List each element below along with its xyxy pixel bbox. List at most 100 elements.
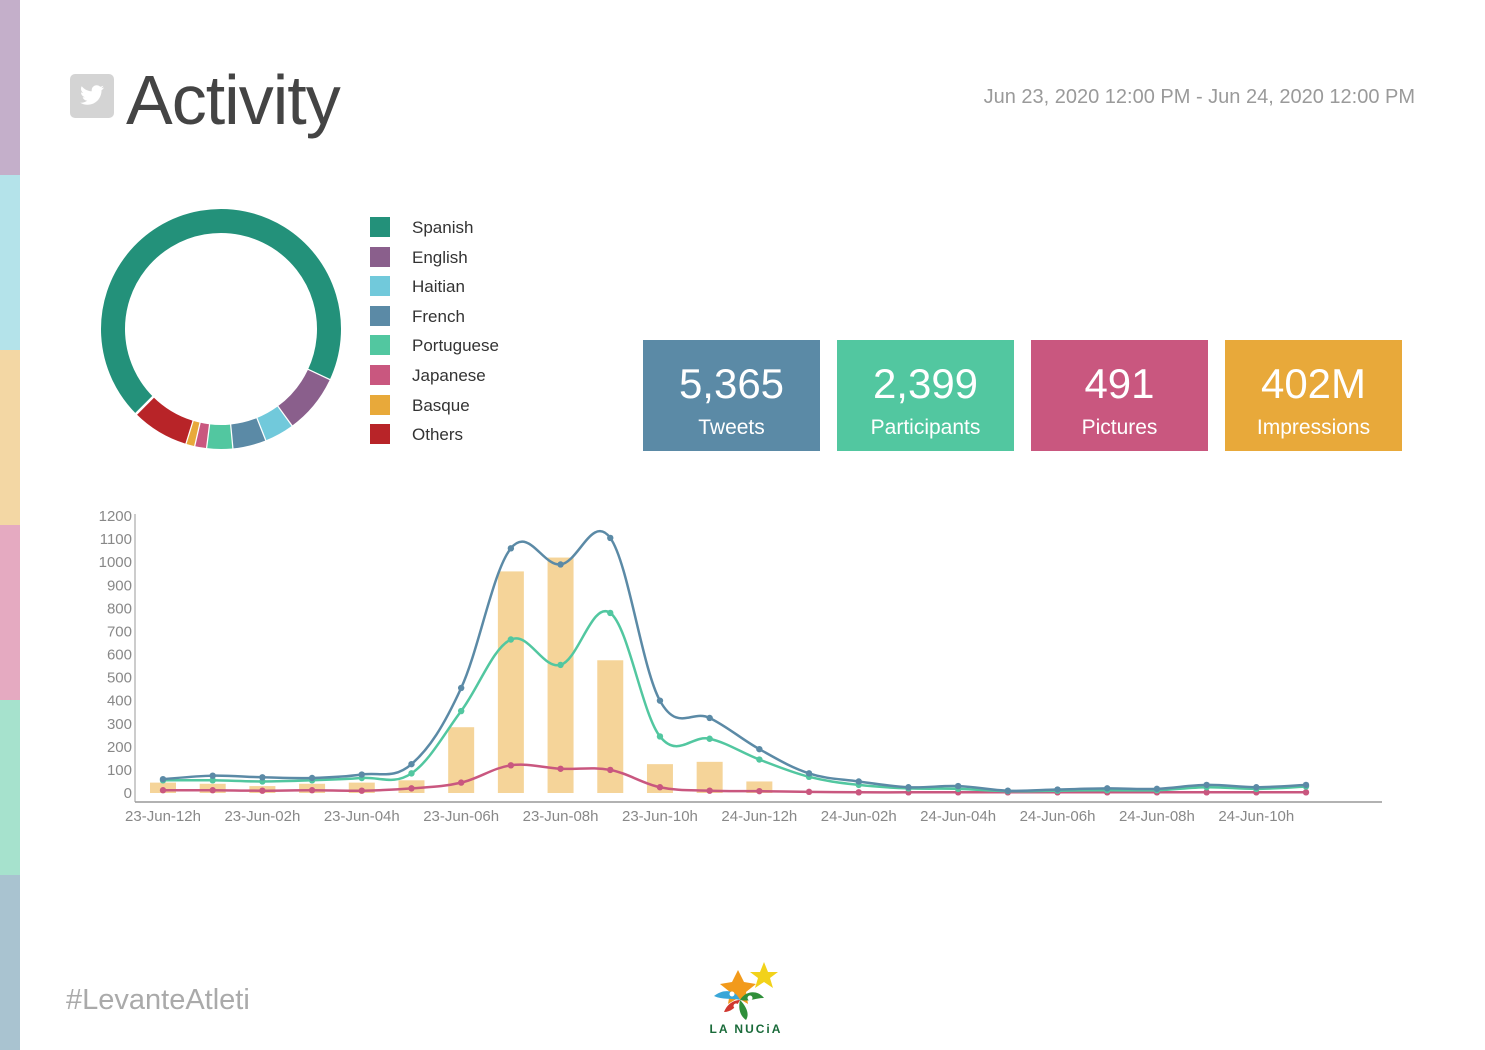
side-stripe-band (0, 875, 20, 1050)
donut-slice-french (229, 418, 266, 449)
x-tick-label: 24-Jun-02h (821, 808, 897, 825)
logo-mark-icon (714, 962, 778, 1020)
x-tick-label: 23-Jun-04h (324, 808, 400, 825)
x-tick-label: 23-Jun-02h (224, 808, 300, 825)
legend-swatch (370, 305, 390, 326)
legend-swatch (370, 217, 390, 237)
stat-value: 491 (1084, 360, 1155, 407)
x-tick-label: 24-Jun-10h (1218, 808, 1294, 825)
series-point (1203, 781, 1210, 789)
donut-slice-english (277, 369, 330, 427)
series-point (1104, 785, 1111, 792)
series-point (557, 661, 564, 669)
series-point (507, 636, 515, 643)
series-point (408, 785, 415, 792)
series-point (159, 775, 167, 783)
series-point (1203, 789, 1210, 796)
series-point (855, 778, 862, 785)
stat-value: 402M (1260, 360, 1367, 407)
series-line-2 (162, 763, 1306, 794)
series-point (756, 745, 763, 753)
donut-slice-japanese (194, 422, 210, 449)
series-point (855, 789, 862, 796)
series-point (358, 787, 365, 794)
series-line-0 (162, 529, 1307, 793)
stat-label: Impressions (1256, 416, 1371, 439)
side-stripe-band (0, 350, 20, 525)
series-point (507, 762, 515, 769)
series-point (408, 760, 415, 768)
legend-label: Haitian (412, 277, 465, 297)
y-tick-label: 700 (107, 623, 132, 640)
legend-label: Japanese (412, 365, 486, 385)
legend-swatch (370, 364, 390, 385)
series-point (1054, 786, 1061, 793)
stat-card-pictures: 491 Pictures (1031, 340, 1208, 451)
la-nucia-logo: LA NUCiA (706, 960, 786, 1040)
y-tick-label: 0 (124, 785, 132, 802)
legend-label: Spanish (412, 218, 474, 237)
y-tick-label: 400 (107, 693, 132, 710)
bar-23-Jun-08h (547, 557, 574, 793)
legend-swatch (370, 335, 390, 356)
series-point (408, 770, 415, 777)
stat-label: Participants (870, 416, 981, 439)
series-line-1 (162, 609, 1307, 793)
x-tick-label: 24-Jun-12h (721, 808, 797, 825)
series-point (805, 770, 813, 777)
y-tick-label: 100 (107, 762, 132, 779)
series-point (1302, 789, 1310, 796)
legend-label: Others (412, 425, 464, 445)
x-tick-label: 24-Jun-06h (1020, 808, 1096, 825)
series-point (756, 756, 763, 763)
series-point (1004, 787, 1012, 794)
series-point (308, 787, 316, 794)
stat-card-tweets: 5,365 Tweets (643, 340, 820, 451)
donut-slice-spanish (101, 209, 341, 414)
series-point (557, 765, 564, 772)
bar-24-Jun-12h (746, 781, 773, 793)
series-point (457, 779, 465, 786)
date-range: Jun 23, 2020 12:00 PM - Jun 24, 2020 12:… (983, 86, 1415, 108)
series-point (706, 735, 713, 742)
series-point (805, 788, 813, 796)
y-tick-label: 900 (107, 577, 132, 594)
series-point (308, 774, 316, 782)
series-point (1253, 784, 1260, 791)
x-tick-label: 24-Jun-04h (920, 808, 996, 825)
series-point (259, 787, 266, 794)
x-tick-label: 23-Jun-06h (423, 808, 499, 825)
y-tick-label: 600 (107, 647, 132, 664)
y-tick-label: 500 (107, 670, 132, 687)
series-point (706, 714, 713, 722)
legend-label: Portuguese (412, 336, 499, 356)
y-tick-label: 1000 (99, 554, 132, 571)
legend-swatch (370, 424, 390, 445)
stat-value: 5,365 (678, 360, 785, 407)
y-tick-label: 200 (107, 739, 132, 756)
y-tick-label: 300 (107, 716, 132, 733)
series-point (159, 787, 167, 794)
series-point (457, 707, 465, 715)
series-point (557, 561, 564, 568)
logo-text: LA NUCiA (709, 1022, 783, 1036)
page-title: Activity (126, 61, 341, 139)
donut-separator (134, 395, 155, 416)
series-point (905, 784, 912, 791)
series-point (607, 534, 614, 542)
series-point (756, 787, 763, 795)
x-tick-label: 23-Jun-08h (523, 808, 599, 825)
series-point (457, 684, 465, 692)
x-tick-label: 23-Jun-12h (125, 808, 201, 825)
series-point (1302, 781, 1310, 789)
series-point (954, 782, 962, 790)
series-point (607, 609, 614, 617)
x-tick-label: 23-Jun-10h (622, 808, 698, 825)
side-stripe-band (0, 525, 20, 700)
y-tick-label: 800 (107, 600, 132, 617)
side-stripe-band (0, 175, 20, 350)
series-point (1153, 785, 1161, 793)
hashtag: #LevanteAtleti (66, 984, 250, 1016)
legend-swatch (370, 394, 390, 415)
stat-label: Pictures (1081, 416, 1158, 439)
